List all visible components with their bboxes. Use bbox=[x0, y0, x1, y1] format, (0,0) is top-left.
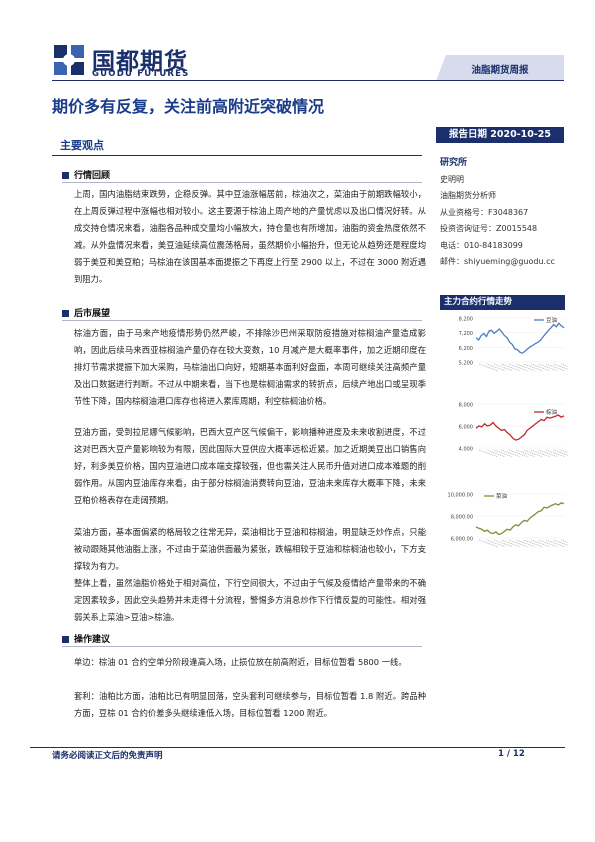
x-tick-mark bbox=[486, 363, 506, 372]
report-title: 期价多有反复，关注前高附近突破情况 bbox=[52, 97, 325, 116]
y-tick-label: 4,000 bbox=[459, 447, 473, 453]
analyst-name: 史明明 bbox=[440, 174, 464, 184]
paragraph: 上周，国内油脂结束跌势，企稳反弹。其中豆油涨幅居前，棕油次之，菜油由于前期跌幅较… bbox=[74, 189, 426, 284]
key-points-title: 主要观点 bbox=[60, 139, 104, 152]
legend-label: 菜油 bbox=[496, 492, 508, 500]
x-tick-mark bbox=[508, 363, 528, 372]
analyst-email[interactable]: 邮件：shiyueming@guodu.cc bbox=[440, 257, 555, 266]
x-tick-mark bbox=[538, 363, 558, 372]
soybean-oil-chart: 8,200 7,200 6,200 5,200 豆油 bbox=[459, 316, 568, 372]
y-tick-label: 8,200 bbox=[459, 317, 473, 323]
x-tick-mark bbox=[553, 539, 568, 548]
y-tick-label: 6,000 bbox=[459, 425, 473, 431]
price-line bbox=[475, 322, 565, 354]
x-tick-mark bbox=[478, 539, 498, 548]
x-tick-mark bbox=[501, 449, 521, 458]
paragraph: 单边：棕油 01 合约空单分阶段逢高入场，止损位放在前高附近，目标位暂看 580… bbox=[74, 657, 407, 667]
y-tick-label: 6,000.00 bbox=[451, 537, 473, 543]
square-bullet-icon bbox=[62, 310, 69, 317]
x-tick-mark bbox=[478, 363, 498, 372]
y-tick-label: 7,200 bbox=[459, 331, 473, 337]
paragraph: 套利：油粕比方面，油粕比已有明显回落，空头套利可继续参与，目标位暂看 1.8 附… bbox=[74, 691, 426, 718]
x-tick-mark bbox=[486, 449, 506, 458]
footer-divider bbox=[30, 747, 565, 748]
x-tick-mark bbox=[531, 449, 551, 458]
report-date: 报告日期 2020-10-25 bbox=[436, 127, 564, 143]
guodu-logo-icon bbox=[54, 45, 84, 75]
key-points-divider bbox=[52, 155, 422, 156]
rapeseed-oil-chart: 10,000.00 8,000.00 6,000.00 菜油 bbox=[448, 492, 568, 548]
price-line bbox=[475, 502, 565, 536]
paragraph: 菜油方面，基本面偏紧的格局较之往常无异，菜油相比于豆油和棕榈油，明显缺乏炒作点，… bbox=[74, 527, 426, 571]
x-tick-mark bbox=[538, 449, 558, 458]
y-tick-label: 8,000 bbox=[459, 403, 473, 409]
price-line bbox=[475, 414, 565, 441]
x-tick-mark bbox=[538, 539, 558, 548]
analyst-consult-license: 投资咨询证号：Z0015548 bbox=[440, 224, 538, 233]
x-tick-mark bbox=[508, 539, 528, 548]
x-tick-mark bbox=[553, 363, 568, 372]
square-bullet-icon bbox=[62, 636, 69, 643]
x-tick-mark bbox=[553, 449, 568, 458]
x-tick-mark bbox=[531, 363, 551, 372]
y-tick-label: 5,200 bbox=[459, 361, 473, 367]
analyst-info: 研究所 史明明 油脂期货分析师 从业资格号：F3048367 投资咨询证号：Z0… bbox=[440, 155, 565, 271]
y-tick-label: 6,200 bbox=[459, 346, 473, 352]
y-tick-label: 10,000.00 bbox=[448, 493, 473, 499]
section-divider bbox=[62, 320, 422, 321]
legend-label: 豆油 bbox=[546, 316, 558, 324]
paragraph: 豆油方面，受到拉尼娜气候影响，巴西大豆产区气候偏干，影响播种进度及未来收割进度，… bbox=[74, 427, 426, 505]
paragraph: 棕油方面，由于马来产地疫情形势仍然严峻，不排除沙巴州采取防疫措施对棕榈油产量造成… bbox=[74, 328, 426, 406]
section-trading-advice: 操作建议 bbox=[62, 632, 110, 645]
chart-section-title: 主力合约行情走势 bbox=[440, 295, 565, 310]
x-tick-mark bbox=[478, 449, 498, 458]
x-tick-mark bbox=[501, 363, 521, 372]
square-bullet-icon bbox=[62, 172, 69, 179]
header-divider bbox=[52, 80, 564, 81]
legend-label: 棕油 bbox=[546, 408, 558, 416]
analyst-role: 油脂期货分析师 bbox=[440, 191, 496, 200]
analyst-qualification: 从业资格号：F3048367 bbox=[440, 207, 529, 217]
y-tick-label: 8,000.00 bbox=[451, 515, 473, 521]
logo-english-name: GUODU FUTURES bbox=[92, 69, 190, 79]
palm-oil-chart: 8,000 6,000 4,000 棕油 bbox=[459, 403, 568, 458]
section-title: 操作建议 bbox=[74, 635, 111, 645]
section-divider bbox=[62, 182, 422, 183]
report-type-tag bbox=[436, 55, 564, 81]
section-title: 行情回顾 bbox=[74, 171, 111, 181]
footer-disclaimer[interactable]: 请务必阅读正文后的免责声明 bbox=[52, 751, 163, 761]
section-market-review: 行情回顾 bbox=[62, 168, 110, 181]
section-divider bbox=[62, 646, 422, 647]
section-outlook: 后市展望 bbox=[62, 306, 110, 319]
logo-chinese-name: 国都期货 bbox=[92, 49, 188, 75]
analyst-heading: 研究所 bbox=[440, 158, 468, 168]
page-number: 1 / 12 bbox=[498, 749, 525, 759]
paragraph: 整体上看，虽然油脂价格处于相对高位，下行空间很大，不过由于气候及疫情给产量带来的… bbox=[74, 578, 426, 622]
analyst-phone: 电话：010-84183099 bbox=[440, 240, 523, 250]
x-tick-mark bbox=[508, 449, 528, 458]
report-type-label: 油脂期货周报 bbox=[471, 65, 529, 76]
section-title: 后市展望 bbox=[74, 309, 111, 319]
